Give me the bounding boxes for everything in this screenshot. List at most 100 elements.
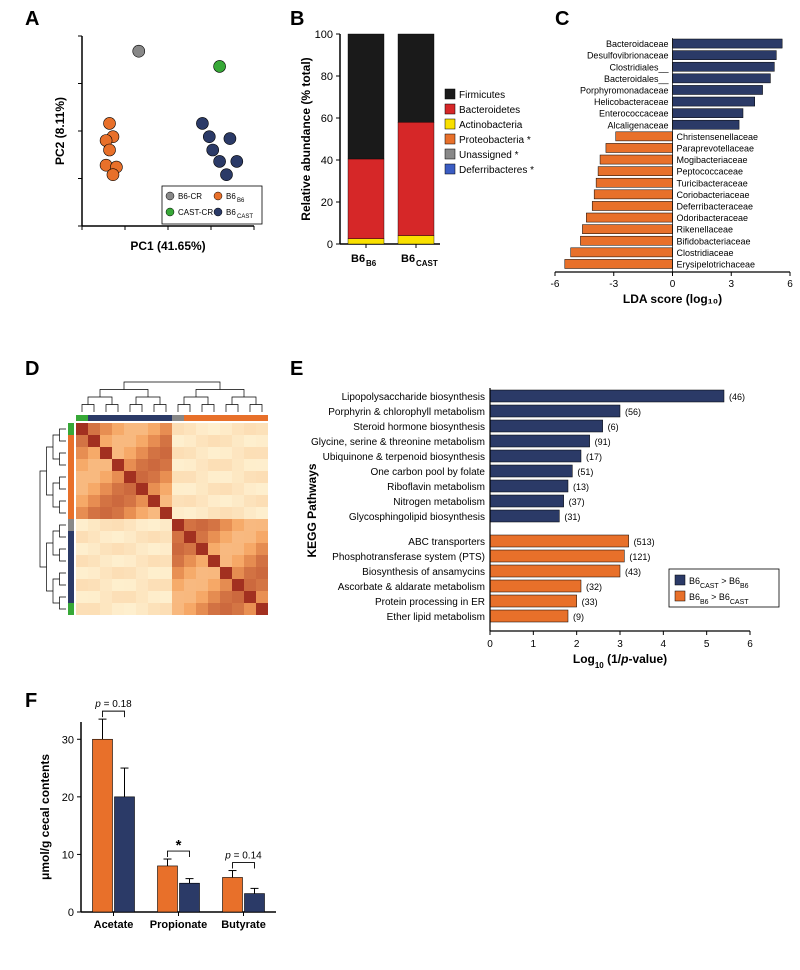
panel-a-label: A: [25, 8, 39, 31]
svg-text:B6: B6: [366, 259, 377, 268]
svg-text:*: *: [176, 837, 182, 854]
svg-text:Unassigned *: Unassigned *: [459, 150, 519, 161]
svg-text:Christensenellaceae: Christensenellaceae: [677, 132, 759, 142]
svg-text:(43): (43): [625, 567, 641, 577]
svg-text:-3: -3: [609, 279, 618, 290]
svg-text:Bacteroidetes: Bacteroidetes: [459, 105, 520, 116]
svg-text:6: 6: [787, 279, 793, 290]
svg-text:Ubiquinone & terpenoid biosynt: Ubiquinone & terpenoid biosynthesis: [323, 452, 485, 463]
svg-text:p = 0.18: p = 0.18: [94, 699, 132, 710]
svg-text:(91): (91): [595, 437, 611, 447]
svg-text:Proteobacteria *: Proteobacteria *: [459, 135, 531, 146]
svg-text:-6: -6: [551, 279, 560, 290]
svg-text:B6: B6: [237, 198, 245, 204]
svg-text:(32): (32): [586, 582, 602, 592]
svg-text:(9): (9): [573, 612, 584, 622]
svg-text:Desulfovibrionaceae: Desulfovibrionaceae: [587, 51, 669, 61]
svg-text:Relative abundance (% total): Relative abundance (% total): [299, 57, 313, 220]
svg-text:Deferribacteres *: Deferribacteres *: [459, 165, 534, 176]
svg-text:(121): (121): [629, 552, 650, 562]
panel-f-label: F: [25, 690, 37, 713]
svg-text:0: 0: [327, 239, 333, 251]
svg-text:CAST: CAST: [237, 214, 253, 220]
svg-text:Acetate: Acetate: [94, 919, 134, 931]
svg-text:(6): (6): [608, 422, 619, 432]
svg-text:Nitrogen metabolism: Nitrogen metabolism: [393, 497, 485, 508]
svg-text:Log10 (1/p-value): Log10 (1/p-value): [573, 652, 667, 670]
svg-text:PC1 (41.65%): PC1 (41.65%): [130, 239, 205, 253]
svg-text:PC2 (8.11%): PC2 (8.11%): [53, 97, 67, 165]
svg-text:20: 20: [321, 197, 333, 209]
svg-text:Lipopolysaccharide biosynthesi: Lipopolysaccharide biosynthesis: [342, 392, 485, 403]
svg-text:Helicobacteraceae: Helicobacteraceae: [594, 97, 669, 107]
svg-text:(37): (37): [569, 497, 585, 507]
svg-text:Clostridiaceae: Clostridiaceae: [677, 248, 734, 258]
svg-text:Enterococcaceae: Enterococcaceae: [599, 109, 669, 119]
svg-text:0: 0: [68, 907, 74, 919]
svg-text:Peptococcaceae: Peptococcaceae: [677, 167, 744, 177]
svg-text:3: 3: [728, 279, 734, 290]
svg-text:One carbon pool by folate: One carbon pool by folate: [370, 467, 485, 478]
svg-text:Actinobacteria: Actinobacteria: [459, 120, 523, 131]
svg-text:Glycine, serine & threonine me: Glycine, serine & threonine metabolism: [311, 437, 485, 448]
svg-text:(17): (17): [586, 452, 602, 462]
svg-text:30: 30: [62, 734, 74, 746]
panel-e-kegg-bar: Lipopolysaccharide biosynthesis(46)Porph…: [300, 378, 795, 678]
svg-text:Bifidobacteriaceae: Bifidobacteriaceae: [677, 236, 751, 246]
svg-text:Turicibacteraceae: Turicibacteraceae: [677, 178, 748, 188]
svg-text:Ascorbate & aldarate metabolis: Ascorbate & aldarate metabolism: [338, 582, 485, 593]
svg-text:KEGG Pathways: KEGG Pathways: [305, 463, 319, 557]
svg-text:80: 80: [321, 71, 333, 83]
svg-text:(33): (33): [582, 597, 598, 607]
svg-text:0: 0: [487, 639, 493, 650]
svg-text:40: 40: [321, 155, 333, 167]
svg-text:Clostridiales__: Clostridiales__: [609, 62, 669, 72]
panel-d-heatmap: [36, 378, 281, 633]
svg-text:Butyrate: Butyrate: [221, 919, 266, 931]
svg-text:Glycosphingolipid biosynthesis: Glycosphingolipid biosynthesis: [349, 512, 485, 523]
svg-text:Firmicutes: Firmicutes: [459, 90, 505, 101]
svg-text:Mogibacteriaceae: Mogibacteriaceae: [677, 155, 748, 165]
svg-text:Erysipelotrichaceae: Erysipelotrichaceae: [677, 260, 756, 270]
svg-text:B6: B6: [226, 192, 236, 201]
svg-text:(31): (31): [564, 512, 580, 522]
svg-text:Propionate: Propionate: [150, 919, 207, 931]
svg-text:5: 5: [704, 639, 710, 650]
svg-text:B6: B6: [351, 253, 365, 265]
svg-text:4: 4: [661, 639, 667, 650]
panel-b-stacked-bar: 020406080100B6B6B6CASTRelative abundance…: [300, 26, 550, 286]
svg-text:Porphyromonadaceae: Porphyromonadaceae: [580, 86, 669, 96]
svg-text:Protein processing in ER: Protein processing in ER: [375, 597, 485, 608]
svg-text:(56): (56): [625, 407, 641, 417]
svg-text:Biosynthesis of ansamycins: Biosynthesis of ansamycins: [362, 567, 485, 578]
svg-text:p = 0.14: p = 0.14: [224, 851, 262, 862]
svg-text:LDA score (log₁₀): LDA score (log₁₀): [623, 292, 722, 306]
svg-text:B6-CR: B6-CR: [178, 192, 202, 201]
svg-text:μmol/g cecal contents: μmol/g cecal contents: [38, 754, 52, 880]
svg-text:3: 3: [617, 639, 623, 650]
panel-f-scfa-bar: 0102030p = 0.18Acetate*Propionatep = 0.1…: [36, 714, 296, 962]
svg-text:6: 6: [747, 639, 753, 650]
svg-text:Riboflavin metabolism: Riboflavin metabolism: [387, 482, 485, 493]
svg-text:1: 1: [531, 639, 537, 650]
svg-text:Alcaligenaceae: Alcaligenaceae: [607, 120, 668, 130]
svg-text:(46): (46): [729, 392, 745, 402]
svg-text:Rikenellaceae: Rikenellaceae: [677, 225, 734, 235]
svg-text:Ether lipid metabolism: Ether lipid metabolism: [387, 612, 485, 623]
svg-text:Bacteroidaceae: Bacteroidaceae: [606, 39, 669, 49]
svg-text:(51): (51): [577, 467, 593, 477]
svg-text:ABC transporters: ABC transporters: [408, 537, 485, 548]
svg-text:10: 10: [62, 849, 74, 861]
svg-text:Steroid hormone biosynthesis: Steroid hormone biosynthesis: [353, 422, 485, 433]
svg-text:Phosphotransferase system (PTS: Phosphotransferase system (PTS): [332, 552, 485, 563]
svg-text:0: 0: [670, 279, 676, 290]
svg-text:CAST-CR: CAST-CR: [178, 208, 213, 217]
svg-text:Coriobacteriaceae: Coriobacteriaceae: [677, 190, 750, 200]
svg-text:100: 100: [315, 29, 333, 41]
svg-text:(13): (13): [573, 482, 589, 492]
svg-text:CAST: CAST: [416, 259, 438, 268]
svg-text:20: 20: [62, 792, 74, 804]
svg-text:2: 2: [574, 639, 580, 650]
panel-c-lda-bar: BacteroidaceaeDesulfovibrionaceaeClostri…: [545, 26, 797, 306]
svg-text:B6: B6: [401, 253, 415, 265]
